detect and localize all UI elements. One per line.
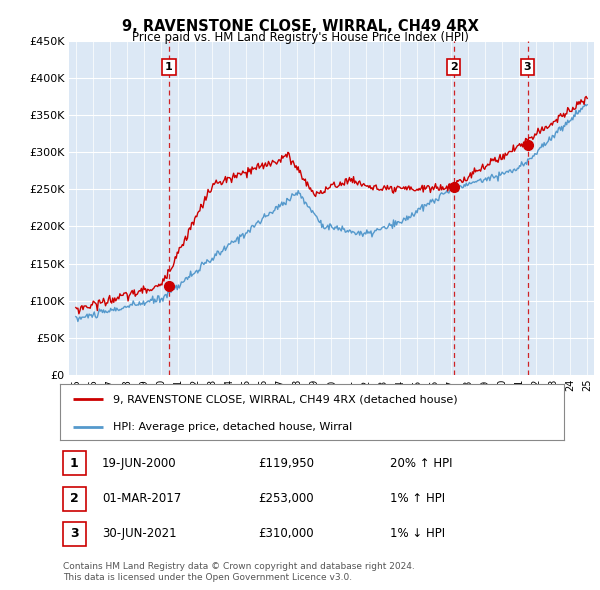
Text: 30-JUN-2021: 30-JUN-2021	[102, 527, 176, 540]
Text: 20% ↑ HPI: 20% ↑ HPI	[390, 457, 452, 470]
Text: 01-MAR-2017: 01-MAR-2017	[102, 492, 181, 505]
Text: HPI: Average price, detached house, Wirral: HPI: Average price, detached house, Wirr…	[113, 422, 352, 432]
Text: 1: 1	[70, 457, 79, 470]
Text: £119,950: £119,950	[258, 457, 314, 470]
Text: 1: 1	[165, 62, 173, 72]
Text: 19-JUN-2000: 19-JUN-2000	[102, 457, 176, 470]
Text: 1% ↑ HPI: 1% ↑ HPI	[390, 492, 445, 505]
Text: 9, RAVENSTONE CLOSE, WIRRAL, CH49 4RX (detached house): 9, RAVENSTONE CLOSE, WIRRAL, CH49 4RX (d…	[113, 394, 458, 404]
Text: 2: 2	[70, 492, 79, 505]
Text: £310,000: £310,000	[258, 527, 314, 540]
Text: Price paid vs. HM Land Registry's House Price Index (HPI): Price paid vs. HM Land Registry's House …	[131, 31, 469, 44]
Text: 1% ↓ HPI: 1% ↓ HPI	[390, 527, 445, 540]
Text: 3: 3	[524, 62, 532, 72]
Text: 3: 3	[70, 527, 79, 540]
Text: 2: 2	[450, 62, 458, 72]
Text: 9, RAVENSTONE CLOSE, WIRRAL, CH49 4RX: 9, RAVENSTONE CLOSE, WIRRAL, CH49 4RX	[122, 19, 478, 34]
Text: Contains HM Land Registry data © Crown copyright and database right 2024.
This d: Contains HM Land Registry data © Crown c…	[63, 562, 415, 582]
Text: £253,000: £253,000	[258, 492, 314, 505]
